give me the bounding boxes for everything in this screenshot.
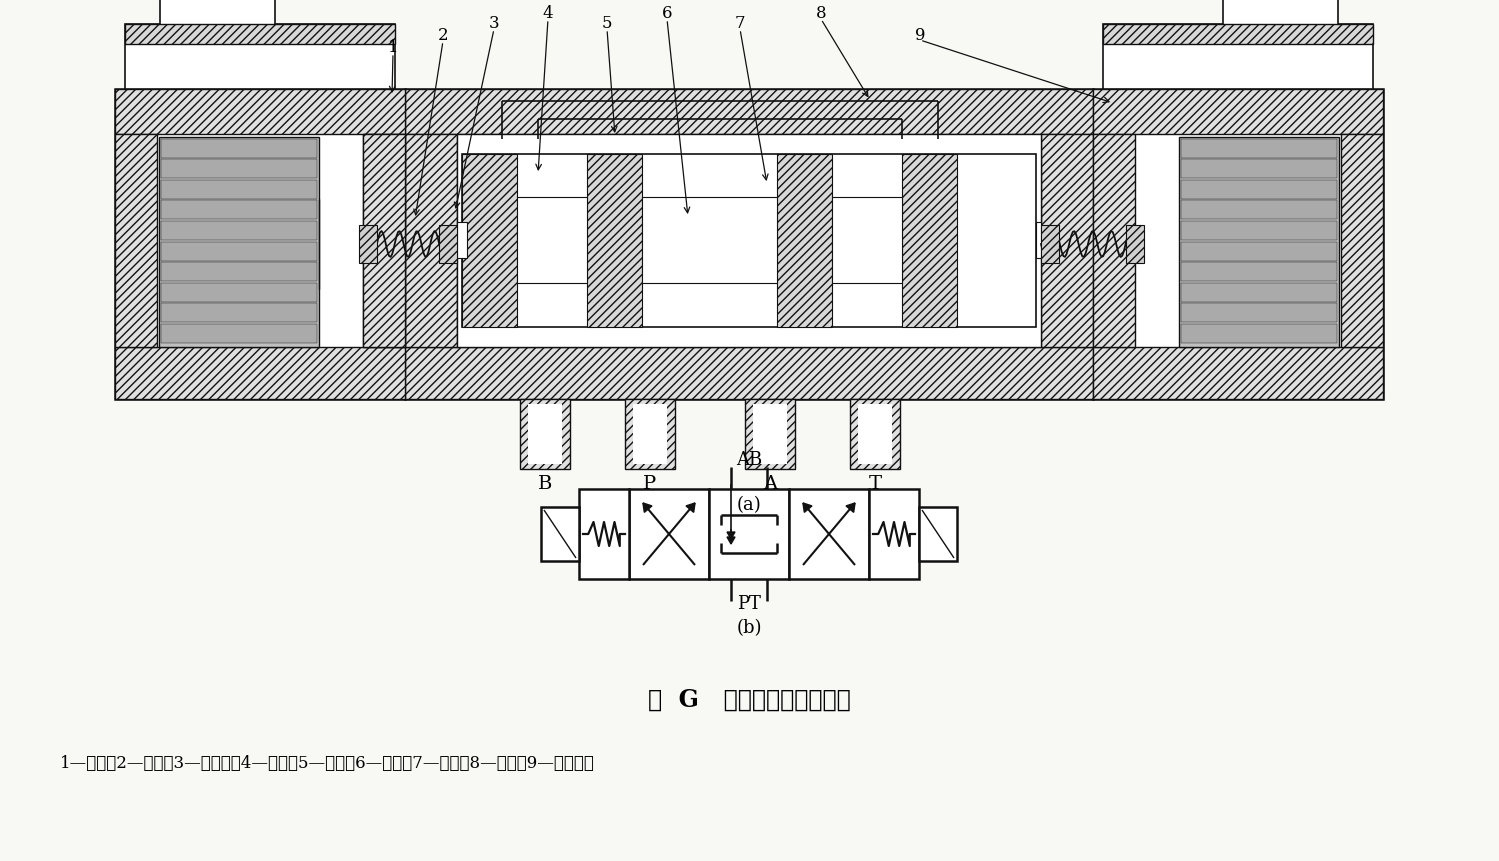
- Text: 5: 5: [601, 15, 612, 33]
- Bar: [1093, 135, 1135, 348]
- Bar: [1040, 135, 1093, 348]
- Bar: [1181, 201, 1337, 220]
- Text: PT: PT: [738, 594, 761, 612]
- Text: 3: 3: [489, 15, 499, 33]
- Bar: [1093, 90, 1384, 135]
- Bar: [1180, 138, 1339, 348]
- Bar: [850, 400, 899, 469]
- Text: AB: AB: [736, 450, 761, 468]
- Bar: [1181, 222, 1337, 241]
- Polygon shape: [643, 504, 652, 513]
- Bar: [1036, 223, 1040, 258]
- Bar: [160, 263, 316, 282]
- Text: (b): (b): [736, 618, 761, 636]
- Text: 9: 9: [914, 27, 925, 43]
- Bar: [405, 348, 1093, 400]
- Bar: [462, 155, 517, 328]
- Bar: [919, 507, 956, 561]
- Bar: [745, 400, 794, 469]
- Bar: [1181, 283, 1337, 303]
- Bar: [1223, 0, 1339, 30]
- Text: 8: 8: [815, 5, 826, 22]
- Bar: [520, 400, 570, 469]
- Bar: [1181, 263, 1337, 282]
- Bar: [869, 489, 919, 579]
- Bar: [124, 25, 396, 45]
- Bar: [124, 25, 396, 90]
- Bar: [541, 507, 579, 561]
- Bar: [160, 222, 316, 241]
- Polygon shape: [687, 504, 696, 513]
- Bar: [633, 405, 667, 464]
- Bar: [160, 160, 316, 179]
- Bar: [159, 138, 319, 348]
- Text: (a): (a): [736, 495, 761, 513]
- Bar: [160, 243, 316, 262]
- Bar: [160, 304, 316, 323]
- Text: 图  G   三位四通电磁换向阀: 图 G 三位四通电磁换向阀: [648, 687, 850, 711]
- Bar: [709, 489, 788, 579]
- Bar: [630, 489, 709, 579]
- Bar: [1093, 348, 1384, 400]
- Bar: [363, 135, 405, 348]
- Text: B: B: [538, 474, 552, 492]
- Bar: [439, 226, 457, 263]
- Bar: [1342, 135, 1384, 348]
- Text: 1—阀体；2—弹簧；3—弹簧坐；4—阀芯；5—线圈；6—衬铁；7—隔套；8—壳体；9—插头组件: 1—阀体；2—弹簧；3—弹簧坐；4—阀芯；5—线圈；6—衬铁；7—隔套；8—壳体…: [60, 754, 595, 771]
- Text: 4: 4: [543, 5, 553, 22]
- Bar: [1093, 90, 1384, 400]
- Bar: [625, 400, 675, 469]
- Bar: [832, 198, 902, 283]
- Bar: [752, 405, 787, 464]
- Polygon shape: [727, 532, 735, 539]
- Bar: [115, 135, 157, 348]
- Bar: [902, 155, 956, 328]
- Text: 6: 6: [661, 5, 672, 22]
- Bar: [358, 226, 378, 263]
- Bar: [457, 135, 1040, 348]
- Bar: [857, 405, 892, 464]
- Text: T: T: [868, 474, 881, 492]
- Bar: [1103, 25, 1373, 45]
- Bar: [1126, 226, 1144, 263]
- Bar: [363, 135, 405, 348]
- Bar: [405, 90, 1093, 400]
- Bar: [160, 181, 316, 200]
- Bar: [776, 155, 832, 328]
- Bar: [1181, 304, 1337, 323]
- Text: 1: 1: [388, 40, 399, 57]
- Bar: [405, 90, 1093, 135]
- Bar: [160, 0, 274, 30]
- Bar: [1181, 325, 1337, 344]
- Polygon shape: [727, 537, 735, 544]
- Bar: [1181, 181, 1337, 200]
- Bar: [642, 198, 776, 283]
- Polygon shape: [803, 504, 812, 513]
- Bar: [160, 201, 316, 220]
- Bar: [160, 283, 316, 303]
- Text: 2: 2: [438, 28, 448, 45]
- Bar: [457, 223, 468, 258]
- Bar: [115, 90, 405, 135]
- Bar: [517, 198, 588, 283]
- Bar: [1040, 226, 1058, 263]
- Bar: [1181, 243, 1337, 262]
- Bar: [588, 155, 642, 328]
- Bar: [462, 155, 1036, 328]
- Bar: [579, 489, 630, 579]
- Bar: [1181, 139, 1337, 158]
- Bar: [115, 348, 405, 400]
- Bar: [115, 90, 405, 400]
- Bar: [788, 489, 869, 579]
- Text: 7: 7: [735, 15, 745, 33]
- Bar: [160, 139, 316, 158]
- Text: A: A: [763, 474, 776, 492]
- Bar: [405, 135, 457, 348]
- Text: P: P: [643, 474, 657, 492]
- Bar: [160, 325, 316, 344]
- Bar: [528, 405, 562, 464]
- Bar: [1181, 160, 1337, 179]
- Bar: [1103, 25, 1373, 90]
- Polygon shape: [845, 504, 854, 513]
